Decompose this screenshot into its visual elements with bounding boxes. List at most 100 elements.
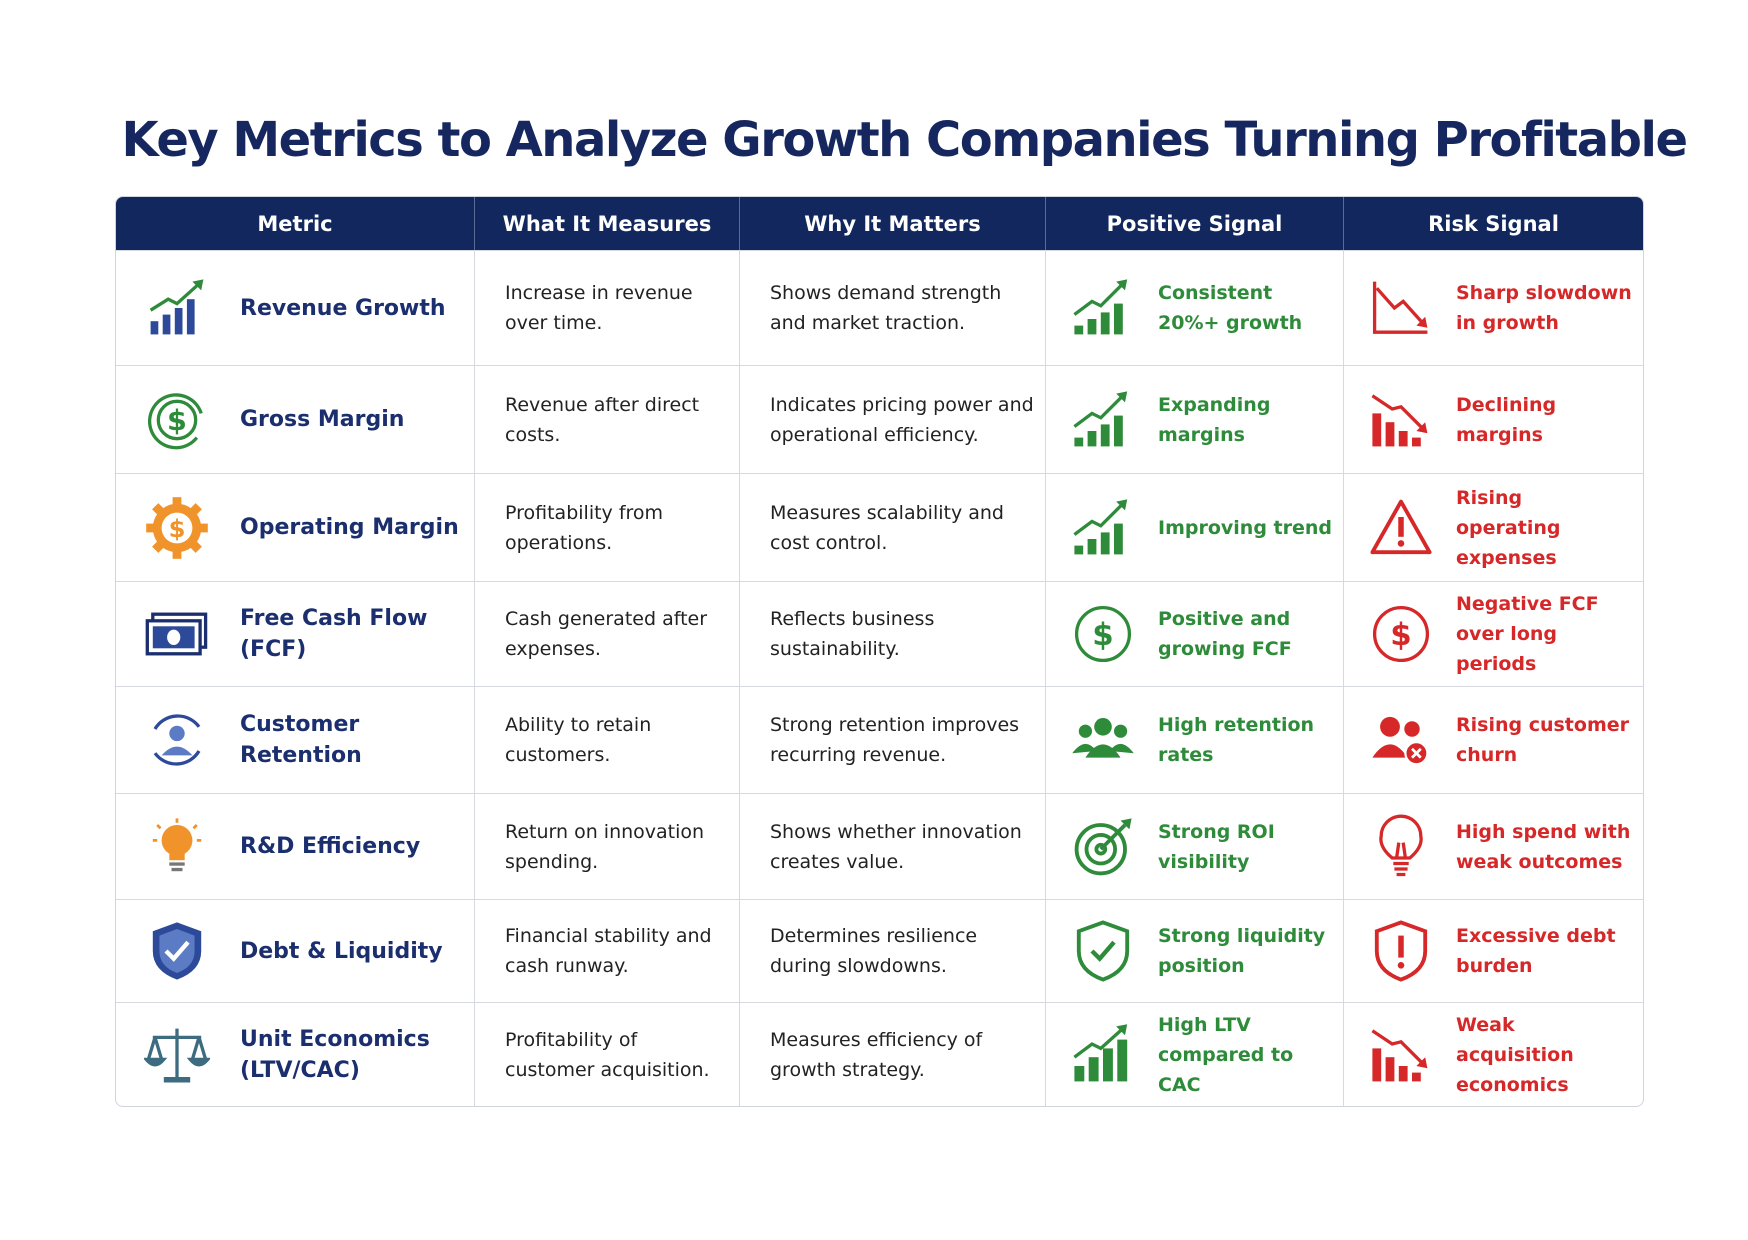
cell: Strong retention improves recurring reve… <box>739 686 1045 793</box>
icon <box>1372 716 1429 766</box>
risk-text: Rising customer churn <box>1456 714 1629 766</box>
risk-cell: Sharp slowdown in growth <box>1343 250 1643 365</box>
risk-text: Weak acquisition economics <box>1456 1013 1574 1096</box>
risk-text: Rising operating expenses <box>1456 486 1561 569</box>
title: Key Metrics to Analyze Growth Companies … <box>121 112 1688 168</box>
icon <box>1072 718 1134 758</box>
cell: Determines resilience during slowdowns. <box>739 899 1045 1002</box>
cell: Cash generated after expenses. <box>474 581 739 686</box>
positive-cell: Consistent 20%+ growth <box>1045 250 1343 365</box>
positive-text: Strong ROI visibility <box>1158 820 1275 873</box>
cell: Measures efficiency of growth strategy. <box>739 1002 1045 1106</box>
column-header: What It Measures <box>474 197 739 250</box>
icon <box>1372 281 1428 334</box>
cell: Revenue after direct costs. <box>474 365 739 473</box>
svg-text:$: $ <box>1390 617 1411 653</box>
risk-cell: Rising customer churn <box>1343 686 1643 793</box>
icon: $ <box>146 496 208 559</box>
cell-text: Cash generated after expenses. <box>505 608 708 660</box>
risk-cell: High spend with weak outcomes <box>1343 793 1643 899</box>
metrics-table: Metric What It Measures Why It Matters P… <box>115 196 1644 1107</box>
metric-name: Unit Economics (LTV/CAC) <box>240 1026 430 1083</box>
icon <box>1073 498 1128 554</box>
risk-cell: Declining margins <box>1343 365 1643 473</box>
icon <box>153 714 201 766</box>
icon <box>1073 1023 1128 1081</box>
svg-text:$: $ <box>169 514 186 542</box>
cell: Measures scalability and cost control. <box>739 473 1045 581</box>
cell-text: Return on innovation spending. <box>505 820 705 873</box>
cell-text: Measures efficiency of growth strategy. <box>770 1028 983 1081</box>
positive-cell: $ Positive and growing FCF <box>1045 581 1343 686</box>
metric-name: Customer Retention <box>240 712 362 768</box>
positive-text: High LTV compared to CAC <box>1158 1013 1294 1096</box>
icon <box>1379 814 1423 876</box>
icon <box>1370 499 1432 554</box>
positive-text: Consistent 20%+ growth <box>1158 282 1303 334</box>
icon: $ <box>1074 605 1132 663</box>
risk-cell: Rising operating expenses <box>1343 473 1643 581</box>
metric-cell: R&D Efficiency <box>116 793 474 899</box>
icon <box>1073 279 1128 335</box>
cell: Profitability of customer acquisition. <box>474 1002 739 1106</box>
cell-text: Indicates pricing power and operational … <box>770 393 1034 446</box>
positive-cell: High LTV compared to CAC <box>1045 1002 1343 1106</box>
metric-cell: $ Operating Margin <box>116 473 474 581</box>
cell-text: Determines resilience during slowdowns. <box>770 925 978 977</box>
risk-text: Sharp slowdown in growth <box>1456 282 1632 334</box>
svg-text:$: $ <box>1092 617 1113 653</box>
icon <box>152 817 202 871</box>
icon: $ <box>1372 605 1430 663</box>
risk-cell: $ Negative FCF over long periods <box>1343 581 1643 686</box>
positive-cell: Strong liquidity position <box>1045 899 1343 1002</box>
positive-text: Improving trend <box>1158 516 1332 539</box>
metric-cell: Revenue Growth <box>116 250 474 365</box>
icon <box>149 279 204 335</box>
risk-cell: Weak acquisition economics <box>1343 1002 1643 1106</box>
cell-text: Revenue after direct costs. <box>505 393 700 446</box>
cell-text: Financial stability and cash runway. <box>505 925 712 977</box>
icon <box>1371 1028 1428 1081</box>
cell-text: Shows whether innovation creates value. <box>770 820 1022 873</box>
positive-cell: Improving trend <box>1045 473 1343 581</box>
metric-cell: Customer Retention <box>116 686 474 793</box>
cell: Profitability from operations. <box>474 473 739 581</box>
metric-name: Operating Margin <box>240 515 459 540</box>
risk-text: Negative FCF over long periods <box>1456 593 1599 675</box>
cell-text: Strong retention improves recurring reve… <box>770 714 1020 766</box>
metric-name: Debt & Liquidity <box>240 938 443 964</box>
metric-cell: $ Gross Margin <box>116 365 474 473</box>
positive-text: Expanding margins <box>1158 393 1271 446</box>
icon <box>152 922 202 980</box>
cell: Financial stability and cash runway. <box>474 899 739 1002</box>
risk-cell: Excessive debt burden <box>1343 899 1643 1002</box>
cell: Shows whether innovation creates value. <box>739 793 1045 899</box>
positive-cell: Expanding margins <box>1045 365 1343 473</box>
icon <box>1076 920 1130 982</box>
risk-text: Excessive debt burden <box>1456 925 1616 977</box>
cell: Shows demand strength and market tractio… <box>739 250 1045 365</box>
column-header: Risk Signal <box>1343 197 1643 250</box>
cell: Increase in revenue over time. <box>474 250 739 365</box>
positive-cell: High retention rates <box>1045 686 1343 793</box>
cell-text: Profitability from operations. <box>505 501 664 554</box>
icon <box>1371 393 1428 446</box>
risk-text: High spend with weak outcomes <box>1456 820 1631 873</box>
icon: $ <box>148 392 203 449</box>
metric-name: Free Cash Flow (FCF) <box>240 606 428 662</box>
metric-name: R&D Efficiency <box>240 834 421 859</box>
icon <box>144 1028 210 1082</box>
cell-text: Shows demand strength and market tractio… <box>770 282 1002 334</box>
cell: Return on innovation spending. <box>474 793 739 899</box>
icon <box>145 612 208 656</box>
cell: Indicates pricing power and operational … <box>739 365 1045 473</box>
cell-text: Profitability of customer acquisition. <box>505 1028 710 1081</box>
cell-text: Ability to retain customers. <box>505 714 652 766</box>
icon <box>1074 817 1132 875</box>
positive-text: High retention rates <box>1158 714 1315 766</box>
positive-cell: Strong ROI visibility <box>1045 793 1343 899</box>
metric-cell: Free Cash Flow (FCF) <box>116 581 474 686</box>
metric-name: Gross Margin <box>240 407 405 432</box>
icon <box>1073 390 1128 446</box>
metric-name: Revenue Growth <box>240 295 446 321</box>
